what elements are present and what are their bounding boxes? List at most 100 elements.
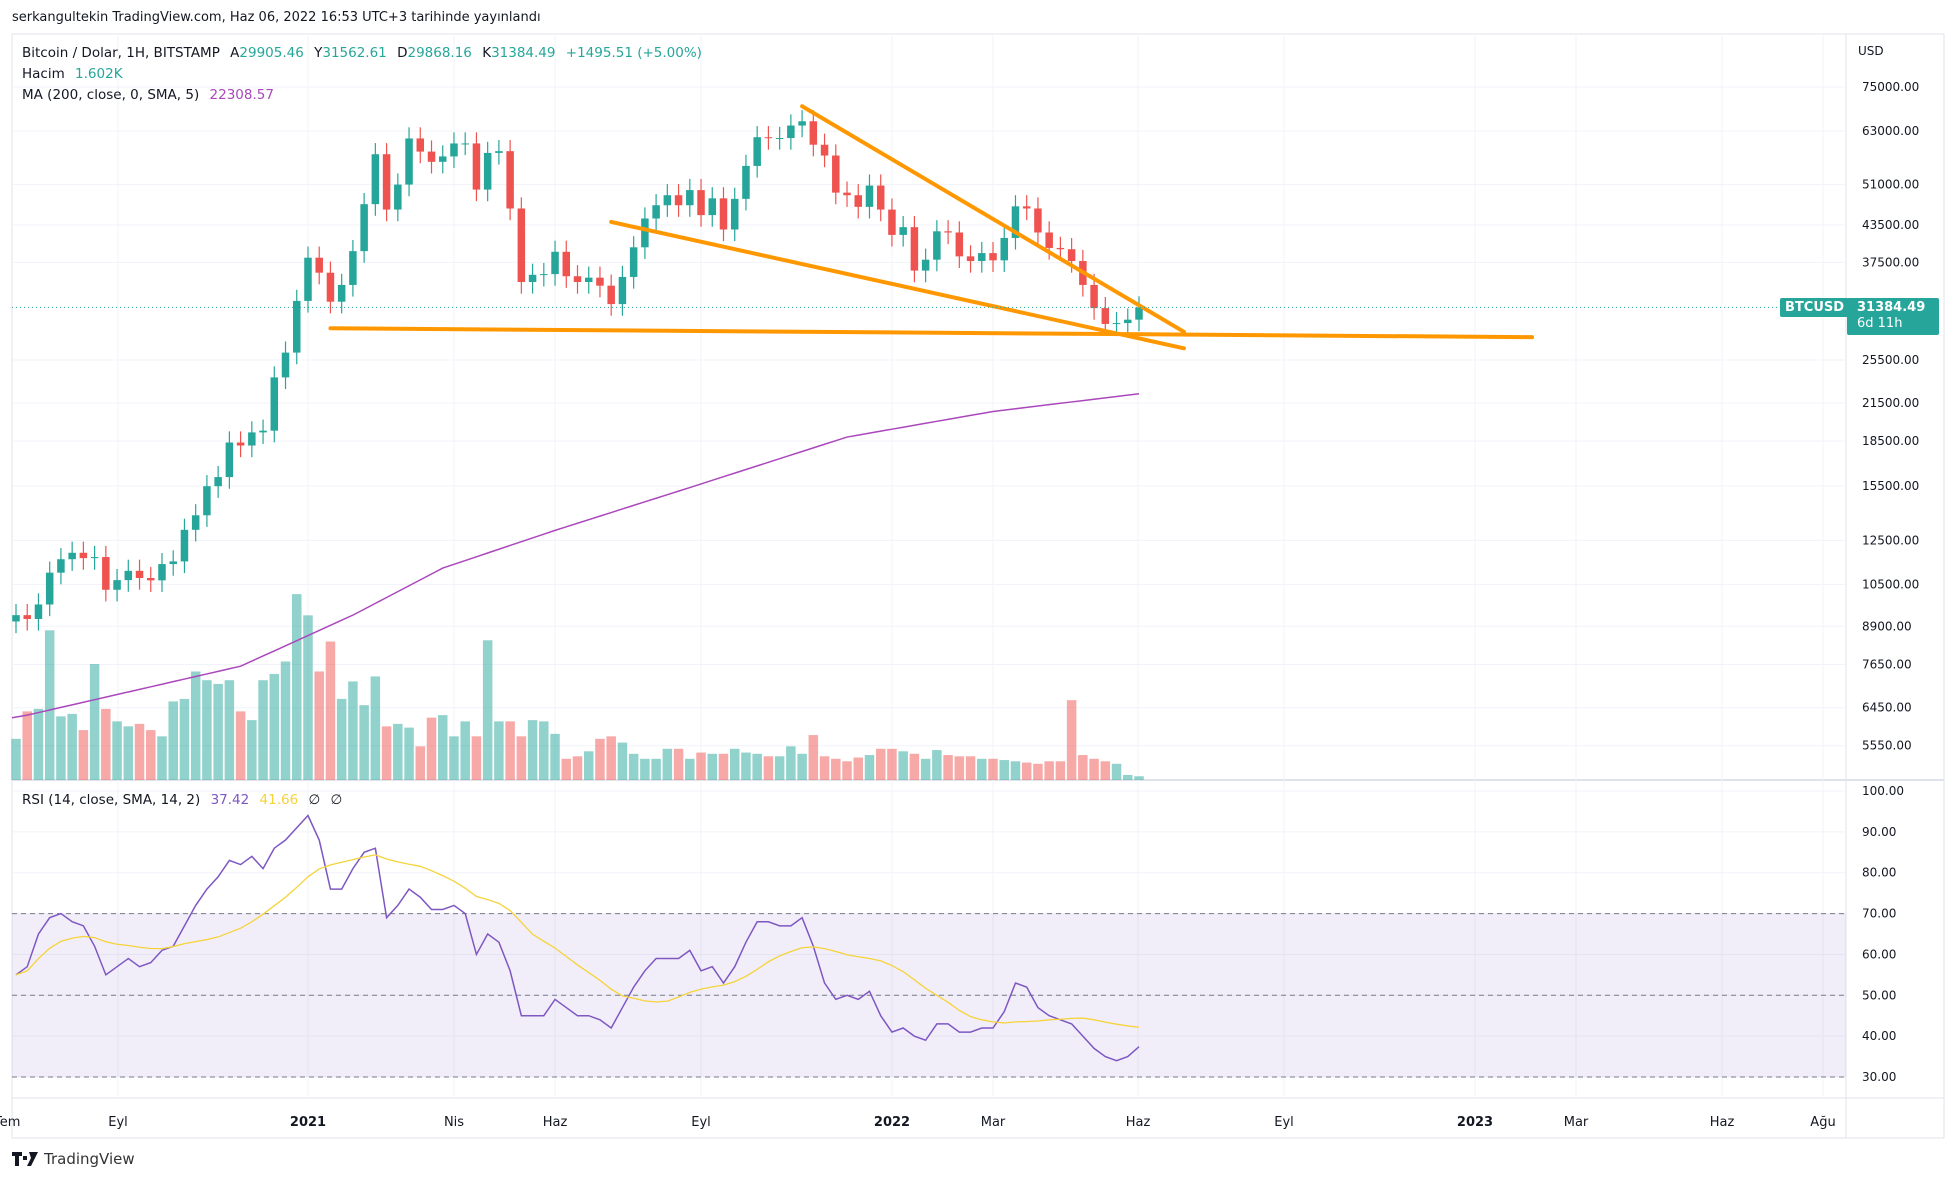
volume-bar	[190, 671, 201, 780]
volume-bar	[539, 721, 549, 780]
volume-bar	[763, 756, 774, 780]
volume-legend[interactable]: Hacim 1.602K	[22, 66, 129, 82]
candle-down	[764, 137, 773, 139]
time-tick-label: Eyl	[108, 1115, 128, 1130]
candle-up	[225, 442, 234, 478]
candle-up	[248, 432, 256, 446]
candles	[12, 110, 1143, 634]
volume-bar	[595, 738, 605, 780]
volume-bar	[78, 730, 89, 780]
bar-countdown: 6d 11h	[1857, 316, 1903, 331]
price-tick-label: 18500.00	[1862, 434, 1919, 448]
candle-down	[315, 257, 323, 273]
time-axis[interactable]: Tem Eyl 2021 Nis Haz Eyl 2022 Mar Haz Eyl 2023 Mar H…	[0, 1115, 1836, 1130]
candle-down	[876, 185, 885, 210]
ma-value: 22308.57	[209, 87, 274, 103]
volume-bar	[494, 721, 504, 780]
time-tick-label: Haz	[1710, 1115, 1735, 1130]
candle-down	[1067, 249, 1076, 262]
ma200-polyline	[11, 393, 1140, 719]
candle-down	[427, 151, 436, 162]
volume-bar	[583, 751, 594, 780]
volume-bar	[67, 713, 77, 780]
candle-down	[820, 144, 829, 156]
candle-up	[394, 184, 402, 210]
candle-up	[12, 615, 20, 622]
candle-up	[169, 561, 177, 565]
time-tick-label: Haz	[543, 1115, 568, 1130]
price-tick-label: 25500.00	[1862, 353, 1919, 367]
price-axis[interactable]: 75000.00 63000.00 51000.00 43500.00 37500.00…	[1862, 80, 1919, 753]
rsi-ma-value: 41.66	[259, 792, 299, 808]
candle-up	[57, 559, 65, 573]
volume-bar	[269, 673, 280, 780]
volume-bar	[22, 711, 32, 780]
time-tick-label: Eyl	[1274, 1115, 1294, 1130]
candle-down	[135, 570, 144, 579]
currency-label: USD	[1858, 44, 1884, 58]
candle-up	[304, 257, 312, 301]
volume-bar	[505, 721, 515, 780]
rsi-tick-label: 70.00	[1862, 907, 1896, 921]
volume-value: 1.602K	[75, 66, 123, 82]
volume-bar	[101, 708, 111, 780]
volume-bar	[898, 751, 908, 780]
volume-bar	[1010, 761, 1021, 780]
volume-bar	[718, 753, 729, 780]
volume-bar	[1078, 755, 1088, 780]
grid	[12, 34, 1846, 1098]
volume-bar	[157, 736, 167, 780]
time-tick-label: Haz	[1126, 1115, 1151, 1130]
candle-down	[910, 227, 919, 271]
candle-down	[506, 151, 514, 209]
candle-down	[966, 256, 975, 262]
volume-bar	[729, 748, 740, 780]
candle-up	[214, 477, 222, 487]
volume-bar	[146, 730, 156, 780]
volume-bar	[44, 630, 55, 780]
trendlines[interactable]	[12, 104, 1780, 351]
rsi-label: RSI (14, close, SMA, 14, 2)	[22, 792, 201, 808]
candle-down	[23, 615, 31, 619]
trendline-horizontal-support	[328, 326, 1535, 340]
volume-bar	[303, 615, 313, 780]
candle-down	[1101, 308, 1110, 324]
candle-down	[697, 190, 705, 216]
volume-bar	[1089, 758, 1099, 780]
candle-up	[629, 247, 638, 277]
price-tick-label: 5550.00	[1862, 739, 1912, 753]
candle-up	[1000, 237, 1008, 261]
price-tick-label: 37500.00	[1862, 255, 1919, 269]
candle-down	[382, 154, 391, 210]
ma-legend[interactable]: MA (200, close, 0, SMA, 5) 22308.57	[22, 87, 280, 103]
rsi-lines	[15, 814, 1140, 1062]
candle-up	[921, 259, 930, 271]
volume-bar	[1033, 763, 1043, 780]
rsi-axis[interactable]: 100.00 90.00 80.00 70.00 60.00 50.00 40.00 30.0…	[1862, 784, 1904, 1084]
candle-up	[540, 274, 548, 276]
rsi-extra-1: ∅	[308, 792, 321, 808]
rsi-line	[15, 814, 1140, 1062]
candle-down	[573, 276, 582, 282]
candle-up	[270, 377, 279, 431]
volume-bar	[235, 711, 246, 780]
rsi-extra-2: ∅	[330, 792, 343, 808]
time-tick-label: Eyl	[691, 1115, 711, 1130]
tradingview-footer[interactable]: TradingView	[12, 1150, 135, 1168]
candle-up	[293, 300, 301, 353]
ohlc-high: Y31562.61	[314, 45, 387, 61]
volume-bar	[943, 755, 953, 780]
candle-up	[90, 557, 99, 559]
volume-bar	[1021, 762, 1032, 780]
volume-bar	[808, 735, 819, 780]
rsi-tick-label: 40.00	[1862, 1029, 1896, 1043]
volume-bar	[393, 723, 403, 780]
candle-up	[337, 284, 346, 302]
volume-bar	[606, 736, 616, 780]
rsi-legend[interactable]: RSI (14, close, SMA, 14, 2) 37.42 41.66 …	[22, 792, 348, 808]
candle-up	[641, 218, 649, 248]
volume-bar	[954, 756, 965, 780]
symbol-title[interactable]: Bitcoin / Dolar, 1H, BITSTAMP	[22, 45, 220, 61]
volume-bar	[651, 758, 661, 780]
